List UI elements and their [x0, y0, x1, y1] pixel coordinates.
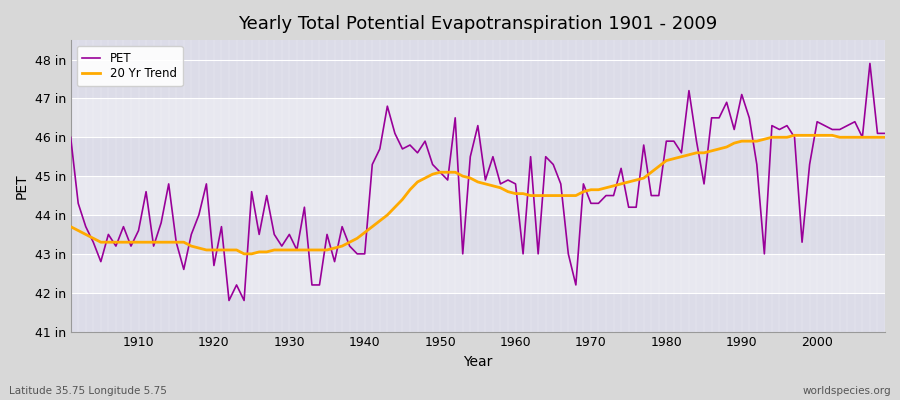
Bar: [71, 60, 885, 98]
Text: worldspecies.org: worldspecies.org: [803, 386, 891, 396]
20 Yr Trend: [608, 184, 619, 188]
Line: 20 Yr Trend: 20 Yr Trend: [71, 135, 885, 254]
Bar: [71, 254, 885, 293]
Legend: PET, 20 Yr Trend: PET, 20 Yr Trend: [76, 46, 183, 86]
PET: [126, 244, 137, 248]
20 Yr Trend: [518, 191, 528, 196]
Title: Yearly Total Potential Evapotranspiration 1901 - 2009: Yearly Total Potential Evapotranspiratio…: [238, 15, 717, 33]
20 Yr Trend: [879, 135, 890, 140]
Bar: [71, 293, 885, 332]
20 Yr Trend: [789, 133, 800, 138]
PET: [345, 244, 356, 248]
20 Yr Trend: [345, 240, 356, 244]
20 Yr Trend: [510, 191, 521, 196]
Bar: [71, 176, 885, 215]
PET: [865, 61, 876, 66]
Line: PET: PET: [71, 64, 885, 300]
20 Yr Trend: [126, 240, 137, 244]
20 Yr Trend: [66, 224, 77, 229]
PET: [510, 182, 521, 186]
PET: [299, 205, 310, 210]
Y-axis label: PET: PET: [15, 173, 29, 199]
PET: [223, 298, 234, 303]
Bar: [71, 98, 885, 137]
Bar: [71, 137, 885, 176]
PET: [66, 135, 77, 140]
20 Yr Trend: [299, 248, 310, 252]
PET: [608, 193, 619, 198]
X-axis label: Year: Year: [464, 355, 492, 369]
PET: [518, 252, 528, 256]
PET: [879, 131, 890, 136]
Text: Latitude 35.75 Longitude 5.75: Latitude 35.75 Longitude 5.75: [9, 386, 166, 396]
Bar: [71, 215, 885, 254]
20 Yr Trend: [238, 252, 249, 256]
